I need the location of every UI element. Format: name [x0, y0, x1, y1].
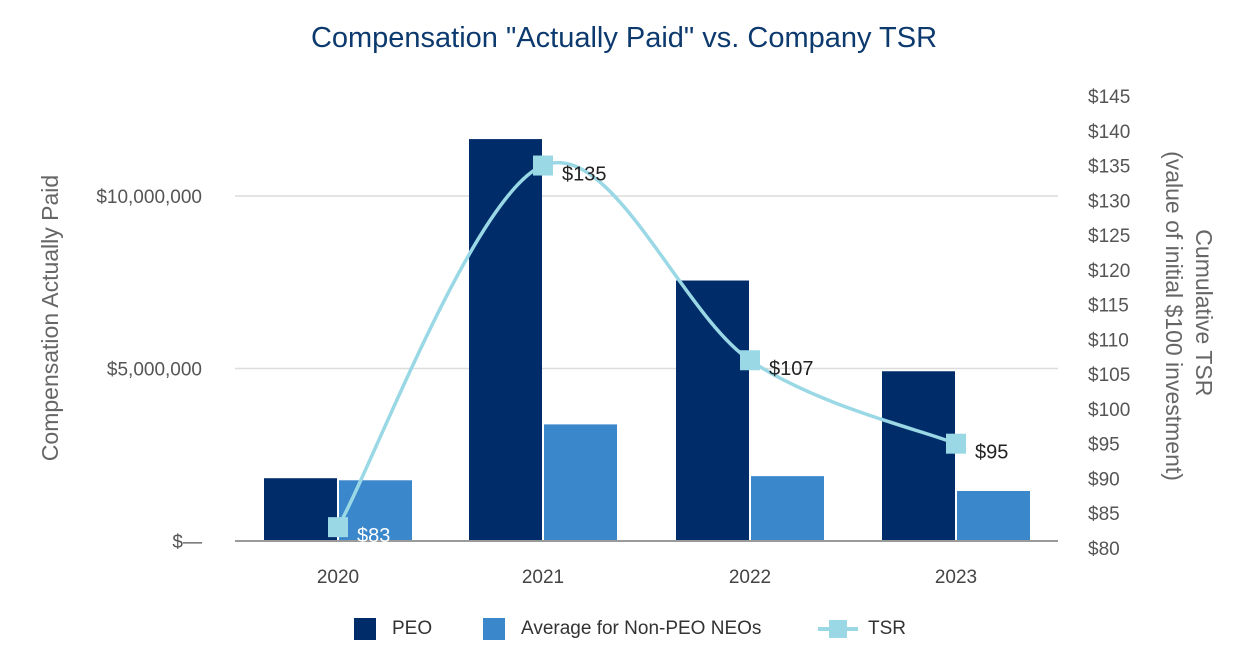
x-tick-labels: 2020 2021 2022 2023: [317, 567, 977, 588]
y2-tick-labels: $80 $85 $90 $95 $100 $105 $110 $115 $120 $125 $130…: [1088, 87, 1130, 560]
y2-tick-label-3: $95: [1088, 435, 1120, 456]
x-tick-label-2023: 2023: [935, 567, 977, 588]
y-tick-labels: $— $5,000,000 $10,000,000: [96, 187, 202, 553]
legend-label-peo: PEO: [392, 618, 433, 639]
bar-non-peo-2020: [339, 480, 412, 541]
legend-item-tsr: TSR: [818, 618, 906, 640]
legend-item-peo: PEO: [354, 618, 432, 640]
legend-label-non-peo: Average for Non-PEO NEOs: [521, 618, 762, 639]
legend-label-tsr: TSR: [868, 618, 906, 639]
tsr-marker-2020: [328, 517, 348, 538]
tsr-data-label-2021: $135: [562, 164, 607, 186]
tsr-data-label-2022: $107: [769, 358, 814, 380]
y2-tick-label-9: $125: [1088, 226, 1130, 247]
bar-non-peo-2023: [957, 490, 1030, 541]
y2-tick-label-2: $90: [1088, 469, 1120, 490]
bars: [264, 139, 1030, 541]
legend: PEO Average for Non-PEO NEOs TSR: [0, 618, 1248, 652]
y2-tick-label-12: $140: [1088, 122, 1130, 143]
x-tick-label-2022: 2022: [729, 567, 771, 588]
bar-peo-2022: [676, 280, 749, 541]
y2-tick-label-10: $130: [1088, 191, 1130, 212]
y2-tick-label-13: $145: [1088, 87, 1130, 108]
legend-swatch-non-peo: [483, 618, 505, 640]
y-tick-label-0: $—: [172, 532, 202, 553]
y2-tick-label-7: $115: [1088, 296, 1129, 317]
tsr-data-label-2020: $83: [357, 525, 390, 547]
tsr-data-label-2023: $95: [975, 442, 1008, 464]
y2-tick-label-4: $100: [1088, 400, 1130, 421]
gridlines: [235, 195, 1058, 370]
y2-axis-label: Cumulative TSR (value of initial $100 in…: [1161, 151, 1217, 481]
y2-tick-label-6: $110: [1088, 330, 1129, 351]
bar-peo-2023: [882, 371, 955, 541]
x-tick-label-2020: 2020: [317, 567, 359, 588]
bar-peo-2020: [264, 478, 337, 541]
y2-tick-label-5: $105: [1088, 365, 1130, 386]
legend-item-non-peo: Average for Non-PEO NEOs: [483, 618, 761, 640]
chart-canvas: 2020 2021 2022 2023 $— $5,000,000 $10,000,000…: [37, 87, 1217, 588]
y-tick-label-2: $10,000,000: [96, 187, 202, 208]
y-tick-label-1: $5,000,000: [107, 360, 202, 381]
tsr-series: $83 $135 $107 $95: [328, 155, 1008, 547]
legend-swatch-tsr: [818, 618, 858, 640]
tsr-marker-2023: [946, 433, 966, 454]
y2-axis-label-line-1: Cumulative TSR: [1191, 229, 1217, 396]
legend-swatch-peo: [354, 618, 376, 640]
tsr-line: [336, 161, 957, 529]
y2-tick-label-0: $80: [1088, 539, 1120, 560]
bar-non-peo-2021: [544, 424, 617, 541]
y2-tick-label-1: $85: [1088, 504, 1120, 525]
tsr-marker-2022: [740, 350, 760, 371]
y-axis-label: Compensation Actually Paid: [37, 175, 63, 461]
y2-axis-label-line-2: (value of initial $100 investment): [1161, 151, 1187, 481]
bar-non-peo-2022: [751, 476, 824, 541]
chart-title: Compensation "Actually Paid" vs. Company…: [310, 22, 938, 54]
y2-tick-label-11: $135: [1088, 157, 1130, 178]
bar-peo-2021: [469, 139, 542, 541]
y2-tick-label-8: $120: [1088, 261, 1130, 282]
x-tick-label-2021: 2021: [522, 567, 564, 588]
tsr-marker-2021: [533, 155, 553, 176]
